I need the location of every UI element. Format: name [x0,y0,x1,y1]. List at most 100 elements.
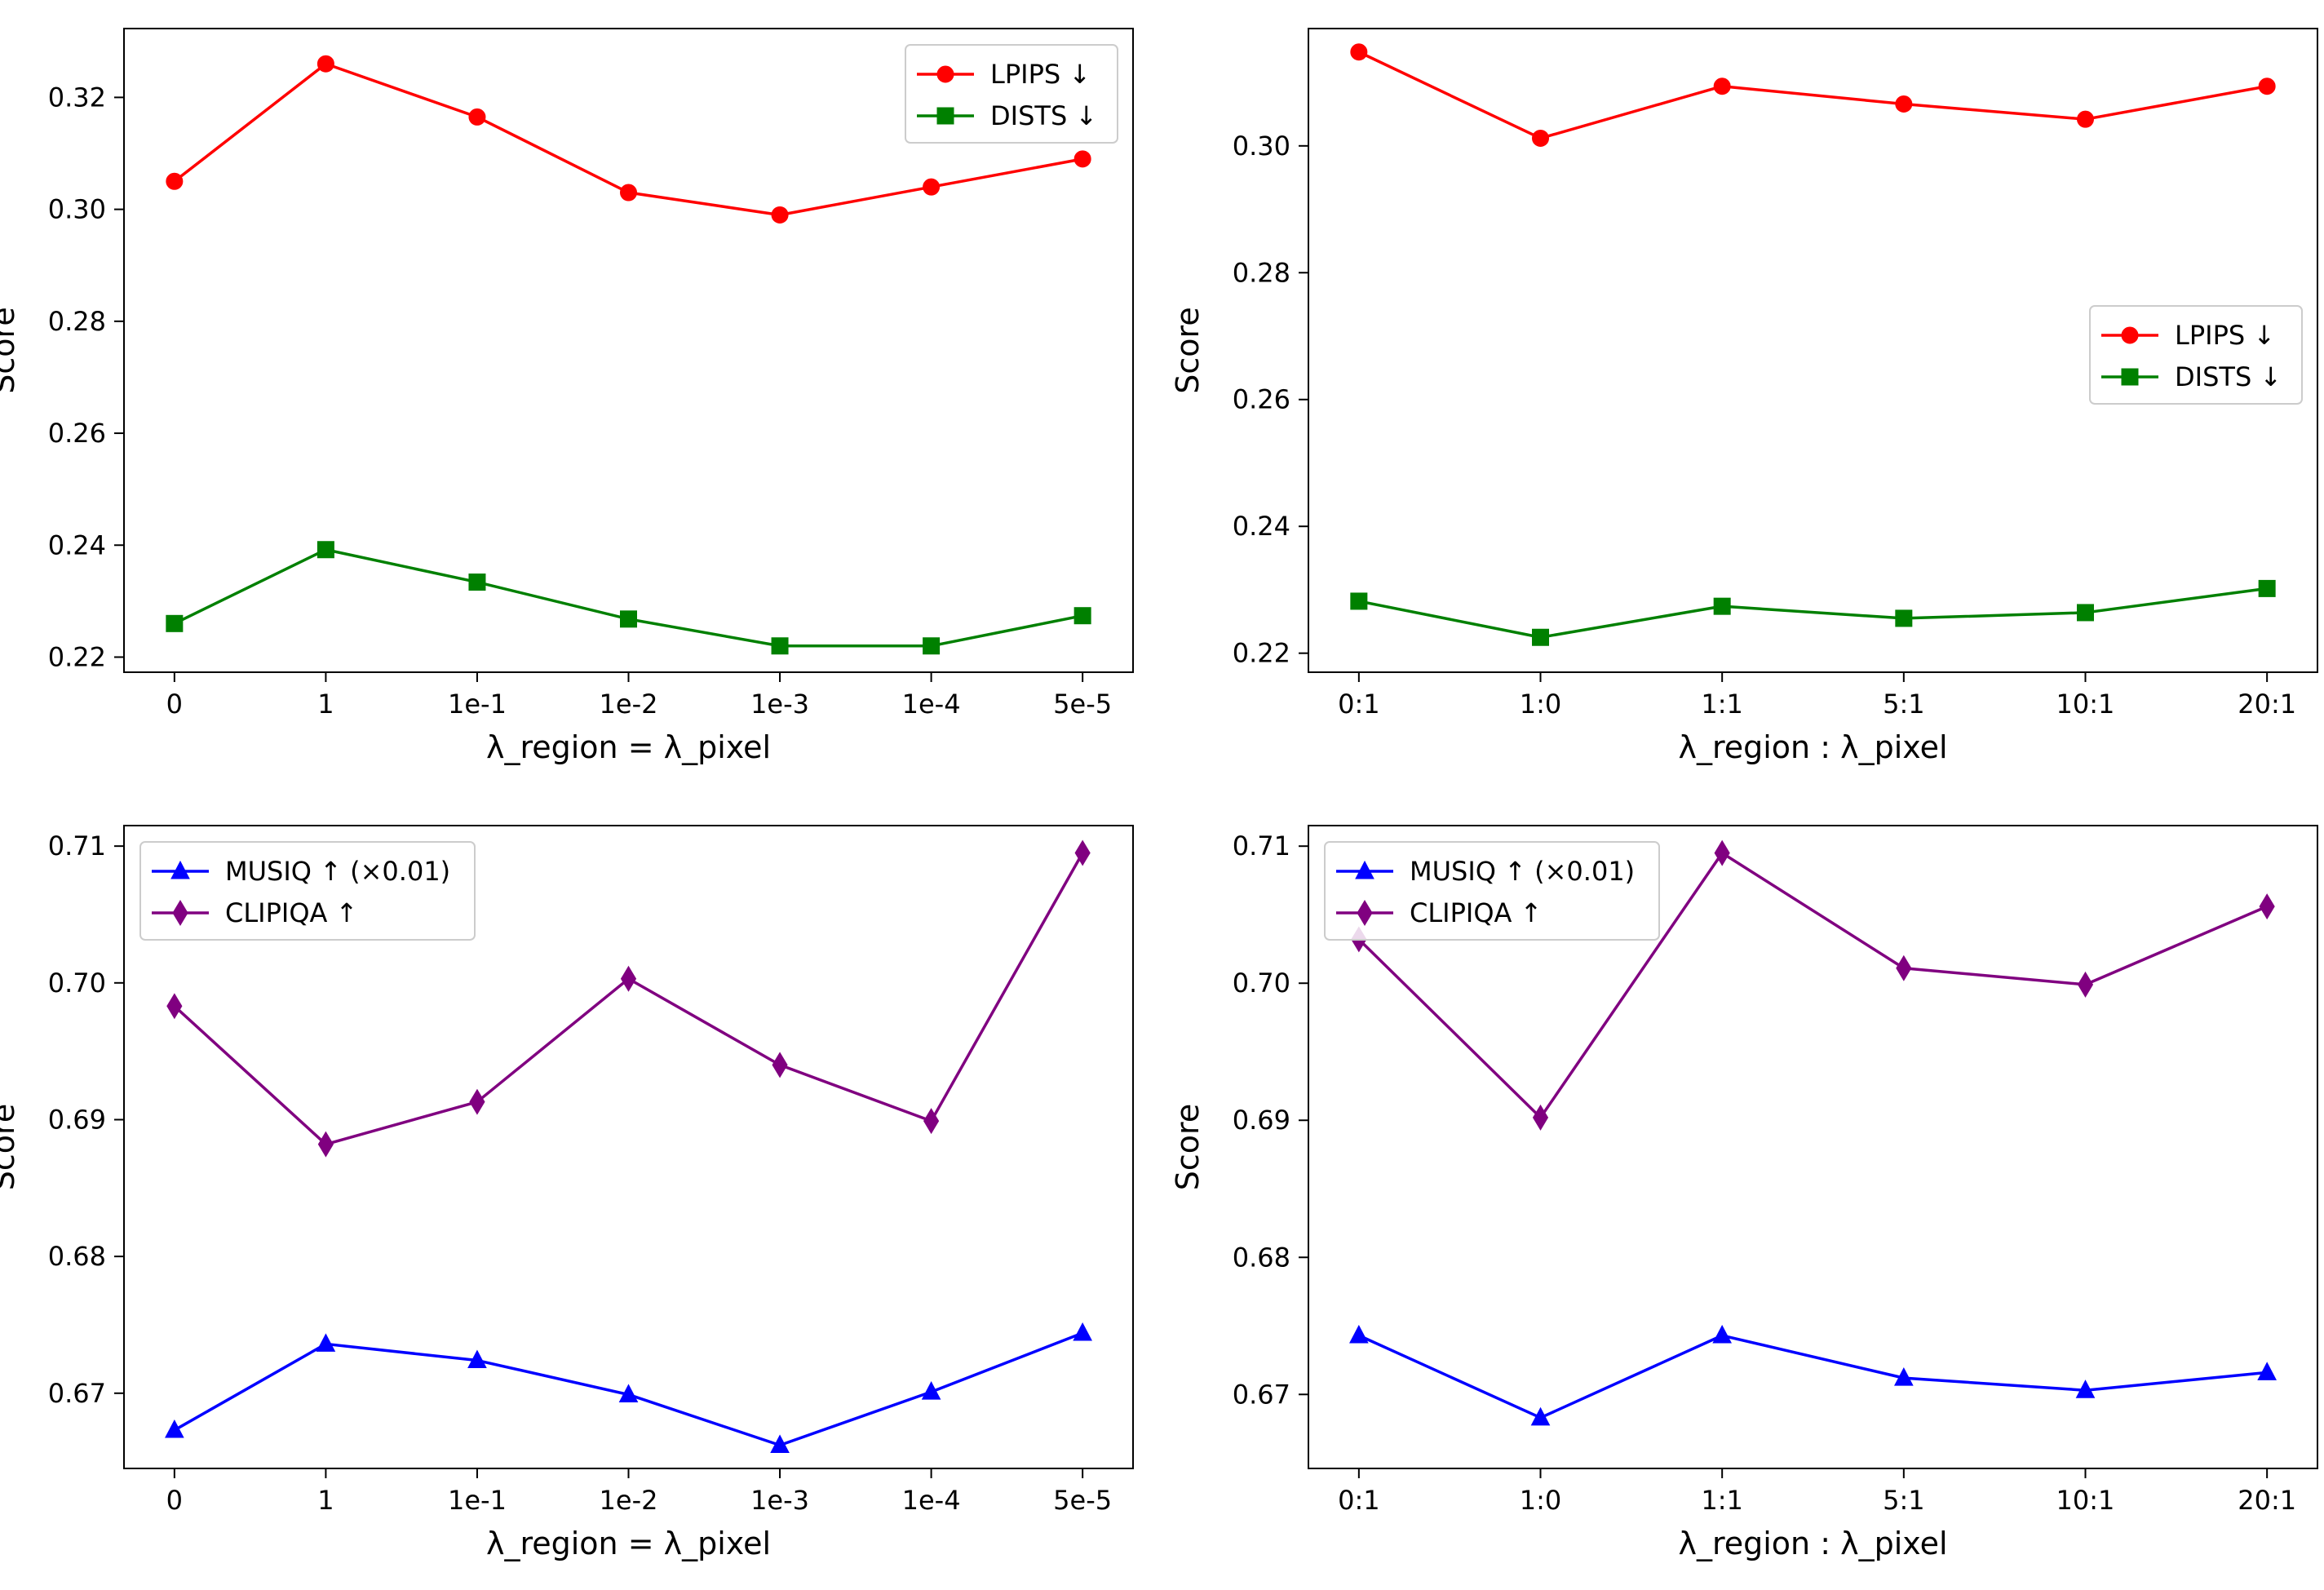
legend-marker [2121,326,2139,344]
y-tick-label: 0.68 [48,1241,106,1272]
x-tick-label: 1e-1 [448,689,507,720]
y-tick-label: 0.22 [1233,638,1290,669]
data-point [2257,1362,2277,1380]
data-point [1713,597,1731,615]
x-axis-label: λ_region = λ_pixel [486,1526,771,1561]
legend-item: LPIPS ↓ [2101,320,2275,351]
series-line [174,547,1083,648]
legend-box [139,841,476,941]
x-tick-label: 1 [317,689,334,720]
data-point [1532,628,1550,646]
data-point [921,1381,941,1400]
x-tick-label: 1:0 [1520,689,1562,720]
x-tick-label: 1:1 [1701,689,1743,720]
legend-box [905,44,1118,144]
y-axis-label: Score [1170,1104,1206,1190]
data-point [1350,43,1368,61]
data-point [1895,95,1913,113]
x-tick-label: 1:0 [1520,1485,1562,1516]
y-tick-label: 0.69 [1233,1105,1290,1136]
legend: LPIPS ↓ DISTS ↓ [905,44,1118,144]
data-point [2077,971,2094,998]
data-point [166,172,184,190]
y-tick-label: 0.71 [48,830,106,861]
data-point [1073,607,1091,625]
data-point [1073,1322,1092,1341]
x-tick-label: 20:1 [2238,689,2296,720]
data-point [317,1131,334,1158]
x-tick-label: 0 [166,689,183,720]
y-tick-label: 0.30 [48,194,106,225]
x-tick-label: 5:1 [1883,1485,1925,1516]
legend-marker [1357,900,1373,926]
y-tick-label: 0.70 [48,968,106,999]
y-tick-label: 0.24 [48,529,106,560]
legend-box [2089,305,2303,405]
chart-panel-bottom-right: 0:1 1:0 1:1 5:1 10:1 20:1 0.67 0.68 0.69 0.70 0.71… [1170,825,2318,1561]
data-point [1895,609,1913,627]
x-tick-label: 10:1 [2056,689,2115,720]
y-axis-label: Score [0,1104,21,1190]
legend-item: MUSIQ ↑ (×0.01) [152,856,450,887]
y-tick-label: 0.26 [48,418,106,449]
legend-label: CLIPIQA ↑ [225,897,357,928]
chart-panel-bottom-left: 0 1 1e-1 1e-2 1e-3 1e-4 5e-5 0.67 0.68 0.69 0.70 0.… [0,825,1134,1561]
x-tick-label: 20:1 [2238,1485,2296,1516]
data-point [468,108,486,126]
chart-panel-top-left: 0 1 1e-1 1e-2 1e-3 1e-4 5e-5 0.22 0.24 0.26 0.28 0.… [0,28,1134,765]
legend-label: MUSIQ ↑ (×0.01) [225,856,450,887]
data-point [2259,893,2275,920]
data-point [2258,579,2276,597]
y-axis-label: Score [1170,307,1206,393]
series-line [1357,851,2268,1119]
legend-marker [936,107,954,125]
legend-item: MUSIQ ↑ (×0.01) [1336,856,1635,887]
y-axis-label: Score [0,307,21,393]
y-tick-label: 0.30 [1233,131,1290,162]
legend: LPIPS ↓ DISTS ↓ [2089,305,2303,405]
data-point [1532,129,1550,147]
data-point [620,610,637,628]
data-point [770,1434,790,1453]
legend-label: DISTS ↓ [990,100,1097,131]
x-tick-label: 0:1 [1338,689,1380,720]
data-point [771,637,789,655]
data-point [165,1419,184,1438]
chart-panel-top-right: 0:1 1:0 1:1 5:1 10:1 20:1 0.22 0.24 0.26 0.28 0.30… [1170,28,2318,765]
x-tick-label: 0 [166,1485,183,1516]
series-line [1358,587,2268,639]
data-point [1713,78,1731,95]
series-line [1358,51,2268,140]
y-tick-label: 0.24 [1233,511,1290,542]
data-point [2258,78,2276,95]
data-point [1073,150,1091,168]
y-tick-label: 0.28 [48,306,106,337]
x-tick-label: 1 [317,1485,334,1516]
y-tick-label: 0.68 [1233,1242,1290,1273]
y-tick-label: 0.69 [48,1104,106,1135]
data-point [467,1349,487,1369]
y-tick-label: 0.28 [1233,257,1290,288]
y-tick-label: 0.67 [1233,1379,1290,1410]
legend-label: LPIPS ↓ [2175,320,2275,351]
legend-item: LPIPS ↓ [917,59,1091,90]
data-point [772,1052,788,1078]
data-point [166,993,183,1020]
legend-item: DISTS ↓ [2101,361,2282,392]
data-point [1714,839,1730,866]
legend-label: DISTS ↓ [2175,361,2282,392]
x-tick-label: 10:1 [2056,1485,2115,1516]
legend-box [1324,841,1660,941]
x-axis-label: λ_region : λ_pixel [1678,1526,1947,1561]
data-point [923,637,941,655]
x-tick-label: 1e-2 [600,689,658,720]
data-point [1532,1104,1549,1131]
data-point [316,1333,336,1352]
legend-item: CLIPIQA ↑ [1336,897,1542,928]
legend-marker [172,900,188,926]
x-tick-label: 5e-5 [1053,689,1112,720]
data-point [620,965,637,992]
y-tick-label: 0.67 [48,1378,106,1409]
data-point [1074,839,1091,866]
